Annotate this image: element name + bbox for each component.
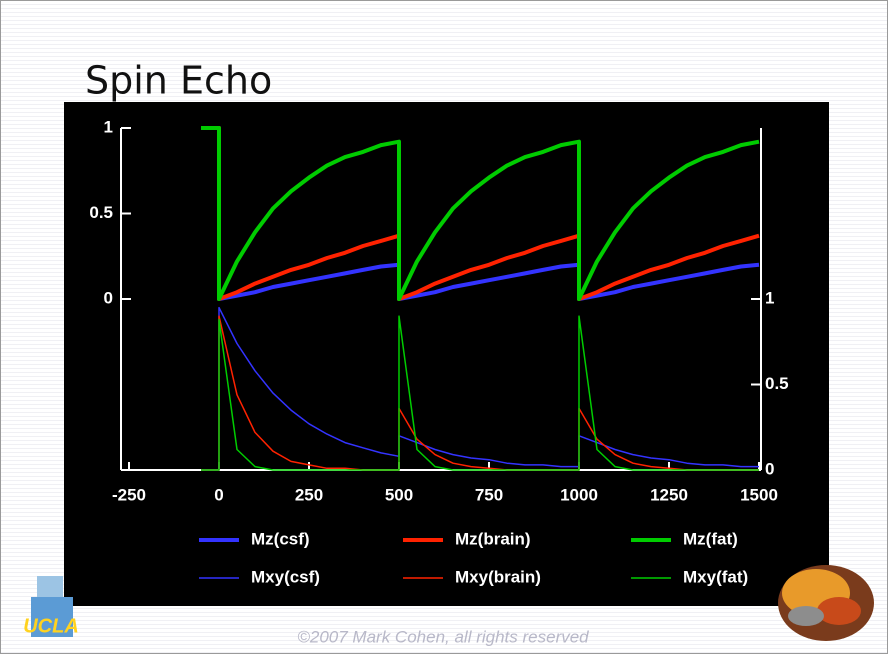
- y-tick-label: 1: [104, 117, 113, 136]
- x-tick-label: 250: [295, 485, 323, 504]
- legend-label: Mxy(fat): [683, 567, 748, 586]
- legend-label: Mxy(csf): [251, 567, 320, 586]
- slide-title: Spin Echo: [85, 59, 272, 103]
- x-tick-label: 500: [385, 485, 413, 504]
- series-line: [201, 126, 760, 301]
- chart-panel: [64, 102, 829, 606]
- y-tick-label: 0: [104, 288, 113, 307]
- series-line: [201, 315, 759, 471]
- x-tick-label: 1500: [740, 485, 778, 504]
- legend-label: Mz(fat): [683, 529, 738, 548]
- y-tick-label: 0.5: [89, 203, 113, 222]
- x-tick-label: 0: [214, 485, 223, 504]
- legend-label: Mz(brain): [455, 529, 531, 548]
- y2-tick-label: 1: [765, 288, 774, 307]
- logo-text: UCLA: [23, 615, 79, 637]
- x-tick-label: 1250: [650, 485, 688, 504]
- legend-label: Mxy(brain): [455, 567, 541, 586]
- footer: ©2007 Mark Cohen, all rights reserved: [297, 627, 589, 646]
- y2-tick-label: 0.5: [765, 374, 789, 393]
- logo: UCLA: [23, 576, 79, 637]
- brain-image: [778, 565, 874, 641]
- series-line: [201, 315, 759, 471]
- y2-tick-label: 0: [765, 459, 774, 478]
- x-tick-label: -250: [112, 485, 146, 504]
- series-line: [201, 126, 760, 301]
- legend-label: Mz(csf): [251, 529, 310, 548]
- series-line: [201, 306, 759, 471]
- x-tick-label: 1000: [560, 485, 598, 504]
- series-line: [201, 126, 760, 301]
- x-tick-label: 750: [475, 485, 503, 504]
